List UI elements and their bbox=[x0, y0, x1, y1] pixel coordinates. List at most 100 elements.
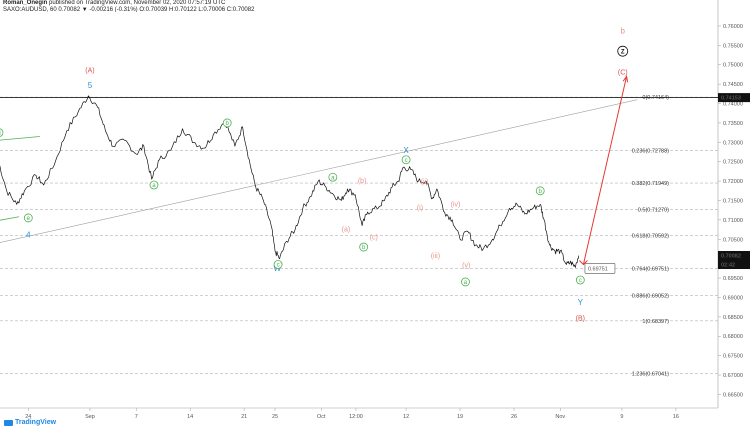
x-tick-label: 24 bbox=[25, 414, 31, 420]
y-tick-label: 0.76000 bbox=[723, 24, 743, 30]
fib-level-label: 0(0.74164) bbox=[642, 95, 669, 101]
circled-wave-label: c bbox=[273, 260, 283, 269]
brand-label: TradingView bbox=[14, 419, 57, 426]
circled-wave-label: Z bbox=[617, 45, 629, 57]
circled-wave-label: e bbox=[23, 213, 33, 223]
wave-label: (c) bbox=[370, 234, 378, 241]
y-tick-label: 0.67000 bbox=[723, 373, 743, 379]
wave-circle bbox=[23, 213, 33, 223]
y-tick-label: 0.72000 bbox=[723, 179, 743, 185]
circled-wave-label: b bbox=[535, 186, 545, 196]
wave-circle bbox=[222, 118, 232, 128]
y-tick-label: 0.67500 bbox=[723, 354, 743, 360]
wave-label: 5 bbox=[88, 81, 93, 90]
x-tick-label: 7 bbox=[135, 414, 138, 420]
wave-circle bbox=[328, 172, 338, 182]
fib-level-label: 1.236(0.67041) bbox=[632, 371, 669, 377]
wave-circle-text: e bbox=[27, 216, 31, 222]
wave-circle-text: b bbox=[539, 189, 543, 195]
x-tick-label: 12 bbox=[403, 414, 409, 420]
fib-level-label: 0.382(0.71949) bbox=[632, 181, 669, 187]
wave-circle-text: b bbox=[362, 245, 366, 251]
green-trend-fragment bbox=[0, 216, 20, 221]
wave-circle-text: Z bbox=[621, 49, 625, 55]
projection-value-box bbox=[584, 263, 616, 274]
y-tick-label: 0.74000 bbox=[723, 102, 743, 108]
wave-label: (b) bbox=[358, 178, 367, 185]
wave-circle bbox=[273, 260, 283, 269]
y-tick-label: 0.70500 bbox=[723, 237, 743, 243]
wave-label: 4 bbox=[26, 230, 31, 239]
turn-marker bbox=[579, 260, 588, 266]
resistance-price-box bbox=[718, 93, 750, 103]
wave-circle bbox=[461, 277, 470, 287]
x-tick-label: 14 bbox=[187, 414, 193, 420]
x-tick-label: 9 bbox=[620, 414, 623, 420]
circled-wave-label: c bbox=[575, 275, 585, 285]
x-tick-label: Oct bbox=[317, 414, 326, 420]
wave-label: (i) bbox=[417, 205, 423, 212]
wave-label: (C) bbox=[618, 69, 628, 76]
wave-circle bbox=[0, 128, 4, 137]
x-tick-label: 19 bbox=[457, 414, 463, 420]
x-tick-label: 16 bbox=[673, 414, 679, 420]
wave-circle bbox=[617, 45, 629, 57]
wave-label: Y bbox=[578, 298, 584, 307]
fib-level-label: 0.886(0.69052) bbox=[632, 293, 669, 299]
y-tick-label: 0.73500 bbox=[723, 121, 743, 127]
x-tick-label: 26 bbox=[511, 414, 517, 420]
circled-wave-label: a bbox=[149, 180, 159, 190]
wave-circle-text: c bbox=[277, 263, 280, 269]
circled-wave-label: a bbox=[328, 172, 338, 182]
wave-label: (B) bbox=[576, 316, 585, 323]
chart-header: Roman_Onegin published on TradingView.co… bbox=[3, 0, 254, 13]
projection-arrow-head bbox=[622, 75, 629, 83]
circled-wave-label: b bbox=[359, 242, 369, 252]
wave-label: X bbox=[403, 146, 409, 155]
wave-circle-text: b bbox=[226, 121, 230, 127]
author-name: Roman_Onegin bbox=[3, 0, 48, 6]
circled-wave-label: d bbox=[0, 128, 4, 137]
wave-label: b bbox=[621, 27, 626, 36]
fib-level-label: 0.5(0.71270) bbox=[638, 207, 669, 213]
y-tick-label: 0.73000 bbox=[723, 140, 743, 146]
price-series-line bbox=[0, 95, 580, 268]
wave-label: (A) bbox=[85, 68, 94, 75]
x-tick-label: 21 bbox=[241, 414, 247, 420]
trend-line bbox=[0, 99, 638, 243]
ohlc-readout: 0.70082 ▼ -0.00216 (-0.31%) O:0.70039 H:… bbox=[58, 6, 255, 13]
symbol-label: SAXO:AUDUSD, 60 bbox=[3, 6, 57, 13]
y-tick-label: 0.69000 bbox=[723, 295, 743, 301]
wave-circle bbox=[359, 242, 369, 252]
projection-arrow-shaft bbox=[582, 76, 628, 265]
y-tick-label: 0.68500 bbox=[723, 315, 743, 321]
wave-label: (a) bbox=[342, 227, 351, 234]
footer-brand: TradingView bbox=[4, 419, 56, 426]
wave-circle bbox=[575, 275, 585, 285]
fib-level-label: 1(0.68397) bbox=[642, 319, 669, 325]
wave-circle bbox=[535, 186, 545, 196]
wave-label: (ii) bbox=[421, 179, 429, 186]
y-tick-label: 0.71000 bbox=[723, 218, 743, 224]
wave-circle-text: d bbox=[0, 131, 1, 137]
wave-circle-text: a bbox=[331, 175, 335, 181]
y-tick-label: 0.71500 bbox=[723, 198, 743, 204]
circled-wave-label: c bbox=[401, 155, 411, 165]
wave-label: (v) bbox=[462, 263, 470, 270]
circled-wave-label: a bbox=[461, 277, 470, 287]
y-tick-label: 0.75500 bbox=[723, 43, 743, 49]
wave-circle-text: a bbox=[464, 280, 468, 286]
tradingview-logo-icon bbox=[4, 419, 13, 426]
y-tick-label: 0.75000 bbox=[723, 63, 743, 69]
green-trend-fragment bbox=[0, 136, 40, 141]
y-tick-label: 0.68000 bbox=[723, 334, 743, 340]
y-tick-label: 0.69500 bbox=[723, 276, 743, 282]
circled-wave-label: b bbox=[222, 118, 232, 128]
wave-circle bbox=[401, 155, 411, 165]
x-tick-label: Sep bbox=[85, 414, 95, 420]
last-price-label: 02:42 bbox=[721, 262, 735, 268]
published-info: published on TradingView.com, November 0… bbox=[49, 0, 226, 6]
wave-label: (iv) bbox=[451, 201, 461, 208]
y-tick-label: 0.72500 bbox=[723, 160, 743, 166]
